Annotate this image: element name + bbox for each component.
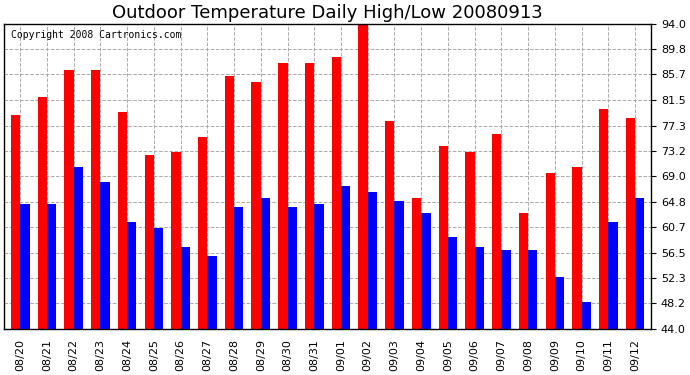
Bar	[421, 213, 431, 329]
Bar	[439, 146, 448, 329]
Bar	[91, 69, 101, 329]
Bar	[261, 198, 270, 329]
Bar	[555, 277, 564, 329]
Bar	[11, 115, 20, 329]
Bar	[609, 222, 618, 329]
Bar	[635, 198, 644, 329]
Bar	[278, 63, 288, 329]
Bar	[118, 112, 127, 329]
Bar	[341, 186, 351, 329]
Bar	[492, 134, 502, 329]
Bar	[332, 57, 341, 329]
Bar	[475, 247, 484, 329]
Bar	[251, 82, 261, 329]
Bar	[64, 69, 74, 329]
Title: Outdoor Temperature Daily High/Low 20080913: Outdoor Temperature Daily High/Low 20080…	[112, 4, 543, 22]
Bar	[74, 167, 83, 329]
Bar	[154, 228, 164, 329]
Text: Copyright 2008 Cartronics.com: Copyright 2008 Cartronics.com	[10, 30, 181, 40]
Bar	[448, 237, 457, 329]
Bar	[385, 122, 395, 329]
Bar	[502, 250, 511, 329]
Bar	[599, 109, 609, 329]
Bar	[368, 192, 377, 329]
Bar	[171, 152, 181, 329]
Bar	[37, 97, 47, 329]
Bar	[572, 167, 582, 329]
Bar	[546, 173, 555, 329]
Bar	[358, 21, 368, 329]
Bar	[101, 183, 110, 329]
Bar	[20, 204, 30, 329]
Bar	[395, 201, 404, 329]
Bar	[144, 155, 154, 329]
Bar	[207, 256, 217, 329]
Bar	[305, 63, 314, 329]
Bar	[582, 302, 591, 329]
Bar	[234, 207, 244, 329]
Bar	[314, 204, 324, 329]
Bar	[288, 207, 297, 329]
Bar	[225, 76, 234, 329]
Bar	[412, 198, 421, 329]
Bar	[528, 250, 538, 329]
Bar	[127, 222, 137, 329]
Bar	[47, 204, 57, 329]
Bar	[198, 136, 207, 329]
Bar	[626, 118, 635, 329]
Bar	[519, 213, 528, 329]
Bar	[465, 152, 475, 329]
Bar	[181, 247, 190, 329]
